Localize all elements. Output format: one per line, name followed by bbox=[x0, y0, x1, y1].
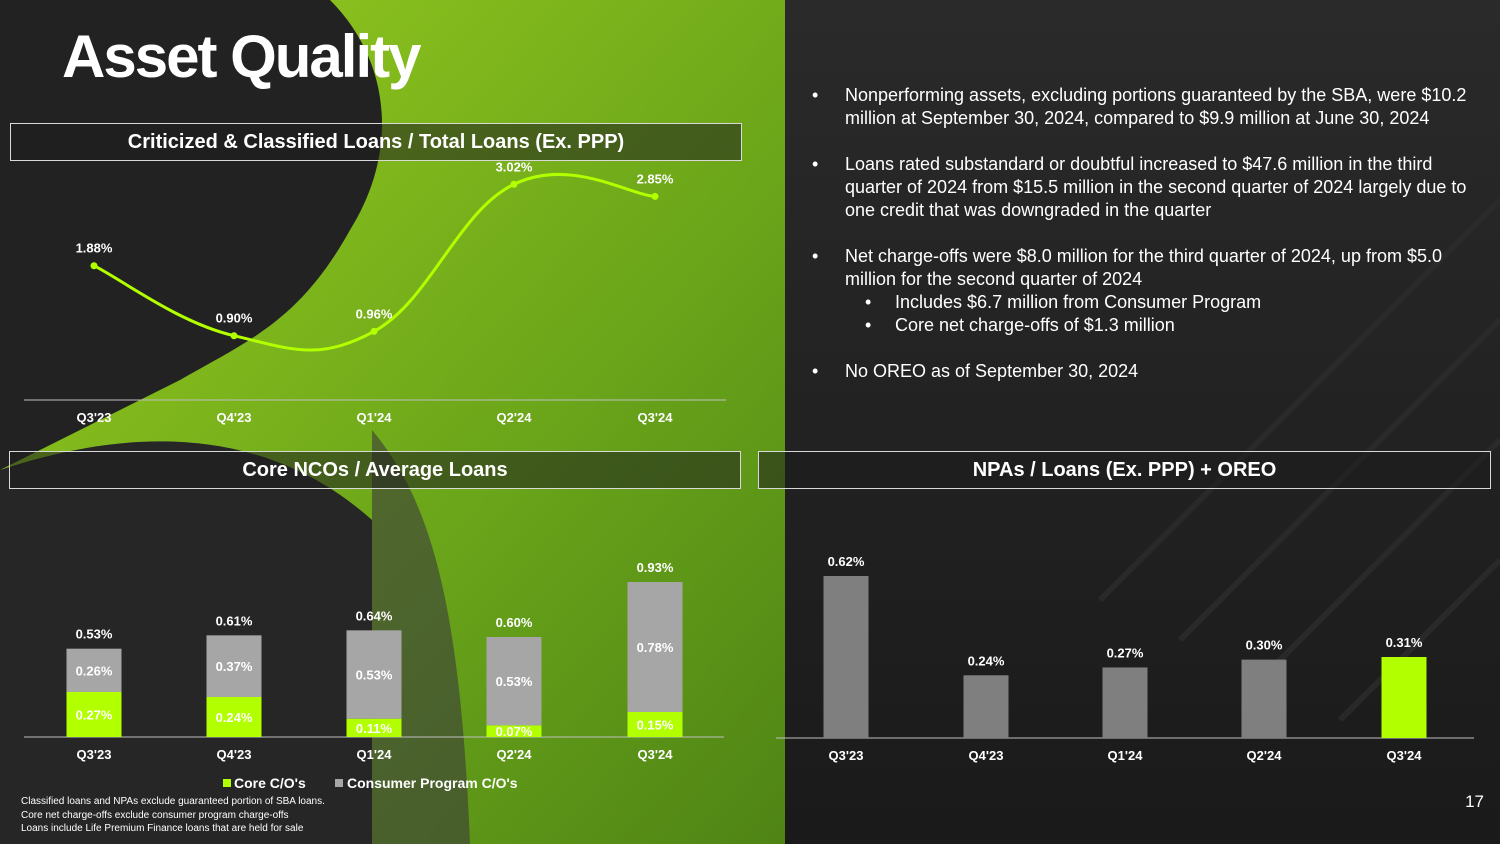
consumer-co-bar bbox=[66, 648, 122, 692]
data-point bbox=[230, 332, 238, 340]
consumer-co-bar bbox=[486, 637, 542, 726]
total-label: 0.53% bbox=[76, 627, 113, 642]
npa-bar bbox=[1102, 667, 1148, 738]
data-point bbox=[370, 327, 378, 335]
core-co-label: 0.27% bbox=[76, 708, 113, 723]
core-ncos-stacked-bar-chart: 0.27% 0.26% 0.53% Q3'23 0.24% 0.37% 0.61% Q4'23… bbox=[24, 560, 724, 791]
criticized-loans-line-chart: 1.88% Q3'23 0.90% Q4'23 0.96% Q1'24 3.02% Q2'24… bbox=[24, 159, 726, 425]
data-label: 0.24% bbox=[968, 653, 1005, 668]
x-tick-label: Q2'24 bbox=[497, 410, 533, 425]
page-number: 17 bbox=[1465, 792, 1484, 811]
x-tick-label: Q1'24 bbox=[357, 747, 393, 762]
legend-swatch-consumer bbox=[335, 779, 343, 787]
consumer-co-label: 0.53% bbox=[496, 674, 533, 689]
data-label: 0.62% bbox=[828, 554, 865, 569]
bullet-text: Net charge-offs were $8.0 million for th… bbox=[845, 246, 1442, 289]
consumer-co-label: 0.78% bbox=[637, 640, 674, 655]
data-label: 0.27% bbox=[1107, 645, 1144, 660]
consumer-co-label: 0.37% bbox=[216, 659, 253, 674]
x-tick-label: Q3'24 bbox=[638, 747, 674, 762]
legend-label-consumer: Consumer Program C/O's bbox=[347, 775, 518, 791]
bullet-item: Net charge-offs were $8.0 million for th… bbox=[812, 245, 1487, 337]
core-co-label: 0.24% bbox=[216, 710, 253, 725]
core-co-label: 0.15% bbox=[637, 718, 674, 733]
data-label: 2.85% bbox=[637, 171, 674, 186]
x-tick-label: Q4'23 bbox=[217, 747, 252, 762]
bullet-item: No OREO as of September 30, 2024 bbox=[812, 360, 1487, 383]
core-ncos-header: Core NCOs / Average Loans bbox=[9, 451, 741, 489]
legend-label-core: Core C/O's bbox=[234, 775, 306, 791]
criticized-loans-header: Criticized & Classified Loans / Total Lo… bbox=[10, 123, 742, 161]
bullet-text: Nonperforming assets, excluding portions… bbox=[845, 85, 1467, 128]
data-point bbox=[510, 180, 518, 188]
core-co-bar bbox=[66, 692, 122, 737]
sub-bullet-text: Core net charge-offs of $1.3 million bbox=[895, 315, 1175, 335]
npa-bar bbox=[963, 675, 1009, 738]
data-label: 1.88% bbox=[76, 241, 113, 256]
x-tick-label: Q3'23 bbox=[829, 748, 864, 763]
commentary-bullets: Nonperforming assets, excluding portions… bbox=[812, 84, 1487, 406]
core-co-bar bbox=[346, 718, 402, 737]
total-label: 0.60% bbox=[496, 615, 533, 630]
consumer-co-label: 0.26% bbox=[76, 663, 113, 678]
consumer-co-bar bbox=[206, 635, 262, 697]
core-co-label: 0.11% bbox=[356, 721, 393, 736]
x-tick-label: Q3'24 bbox=[638, 410, 674, 425]
total-label: 0.93% bbox=[637, 560, 674, 575]
sub-bullet-text: Includes $6.7 million from Consumer Prog… bbox=[895, 292, 1262, 312]
x-tick-label: Q4'23 bbox=[969, 748, 1004, 763]
total-label: 0.64% bbox=[356, 608, 393, 623]
sub-bullet-item: Core net charge-offs of $1.3 million bbox=[845, 314, 1487, 337]
npas-bar-chart: 0.62% Q3'23 0.24% Q4'23 0.27% Q1'24 0.30% Q2'24… bbox=[776, 554, 1474, 763]
bullet-item: Loans rated substandard or doubtful incr… bbox=[812, 153, 1487, 222]
core-co-bar bbox=[627, 712, 683, 737]
consumer-co-bar bbox=[627, 582, 683, 712]
sub-bullet-item: Includes $6.7 million from Consumer Prog… bbox=[845, 291, 1487, 314]
data-label: 0.31% bbox=[1386, 635, 1423, 650]
data-label: 0.30% bbox=[1246, 638, 1283, 653]
data-label: 0.90% bbox=[216, 311, 253, 326]
core-co-label: 0.07% bbox=[496, 724, 533, 739]
bullet-item: Nonperforming assets, excluding portions… bbox=[812, 84, 1487, 130]
npa-bar bbox=[823, 576, 869, 738]
npa-bar bbox=[1241, 659, 1287, 738]
total-label: 0.61% bbox=[216, 613, 253, 628]
x-tick-label: Q4'23 bbox=[217, 410, 252, 425]
legend-swatch-core bbox=[223, 779, 231, 787]
x-tick-label: Q1'24 bbox=[357, 410, 393, 425]
data-point bbox=[90, 262, 98, 270]
npas-header: NPAs / Loans (Ex. PPP) + OREO bbox=[758, 451, 1491, 489]
page-title: Asset Quality bbox=[62, 23, 421, 90]
data-label: 0.96% bbox=[356, 306, 393, 321]
x-tick-label: Q3'23 bbox=[77, 747, 112, 762]
data-label: 3.02% bbox=[496, 159, 533, 174]
x-tick-label: Q3'23 bbox=[77, 410, 112, 425]
core-co-bar bbox=[206, 697, 262, 737]
core-co-bar bbox=[486, 725, 542, 737]
consumer-co-bar bbox=[346, 630, 402, 719]
x-tick-label: Q2'24 bbox=[497, 747, 533, 762]
footnote: Classified loans and NPAs exclude guaran… bbox=[21, 796, 325, 807]
bullet-text: No OREO as of September 30, 2024 bbox=[845, 361, 1139, 381]
x-tick-label: Q3'24 bbox=[1387, 748, 1423, 763]
npa-bar bbox=[1381, 657, 1427, 738]
footnote: Core net charge-offs exclude consumer pr… bbox=[21, 809, 289, 821]
data-point bbox=[651, 192, 659, 200]
consumer-co-label: 0.53% bbox=[356, 668, 393, 683]
x-tick-label: Q1'24 bbox=[1108, 748, 1144, 763]
footnotes: Classified loans and NPAs exclude guaran… bbox=[21, 795, 325, 836]
footnote: Loans include Life Premium Finance loans… bbox=[21, 823, 304, 834]
series-line bbox=[93, 173, 656, 352]
x-tick-label: Q2'24 bbox=[1247, 748, 1283, 763]
bullet-text: Loans rated substandard or doubtful incr… bbox=[845, 154, 1467, 220]
